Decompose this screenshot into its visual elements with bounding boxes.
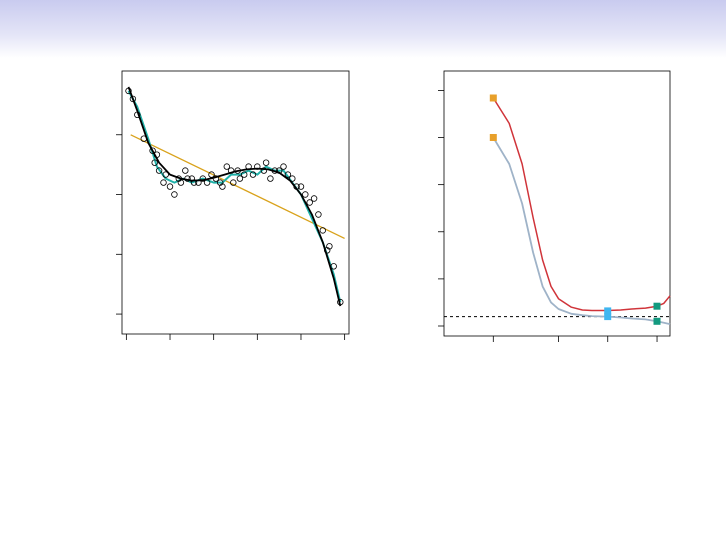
data-point	[153, 151, 161, 158]
data-point	[297, 183, 305, 190]
error-marker-orange	[489, 134, 497, 141]
data-point	[262, 159, 270, 166]
data-point	[310, 195, 318, 202]
error-marker-blue	[604, 307, 612, 315]
data-point	[177, 179, 185, 186]
data-point	[162, 171, 169, 178]
data-point	[280, 163, 287, 170]
data-point	[289, 175, 296, 182]
linear-fit-line	[130, 134, 345, 239]
data-point	[240, 171, 248, 178]
error-marker-orange	[489, 94, 497, 102]
data-point	[184, 175, 191, 182]
data-point	[254, 163, 261, 170]
data-point	[134, 111, 141, 118]
data-point	[151, 159, 158, 166]
data-point	[171, 191, 178, 198]
data-point	[326, 243, 333, 250]
data-point	[302, 191, 309, 198]
test-error-curve	[492, 97, 671, 312]
right-error-curve-plot	[438, 70, 671, 342]
data-point	[125, 87, 132, 95]
slide-header-band	[0, 0, 726, 58]
data-point	[236, 175, 244, 182]
data-point	[219, 183, 226, 190]
data-point	[315, 211, 322, 218]
data-point	[212, 175, 220, 182]
data-point	[195, 179, 202, 186]
data-point	[267, 175, 274, 182]
data-point	[245, 163, 252, 170]
data-point	[284, 171, 292, 178]
data-point	[230, 179, 237, 186]
data-point	[276, 167, 283, 174]
data-point	[182, 167, 189, 174]
data-point	[227, 167, 235, 174]
data-point	[129, 95, 137, 103]
data-point	[190, 179, 198, 186]
data-point	[271, 167, 278, 174]
true-function-line	[127, 86, 342, 307]
data-point	[337, 298, 344, 306]
data-point	[140, 135, 147, 142]
flexible-fit-line	[127, 90, 342, 303]
data-point	[260, 167, 268, 174]
training-error-curve	[492, 137, 671, 325]
data-point	[166, 183, 174, 190]
error-marker-green	[653, 302, 661, 310]
data-point	[175, 175, 182, 182]
data-point	[208, 171, 215, 178]
data-point	[149, 147, 156, 154]
right-plot-frame	[443, 70, 671, 337]
data-point	[199, 175, 206, 182]
data-point	[249, 171, 257, 178]
data-point	[293, 183, 300, 190]
data-point	[234, 167, 241, 174]
data-point	[330, 263, 337, 270]
data-point	[160, 179, 167, 186]
left-plot-frame	[121, 70, 350, 335]
data-point	[203, 179, 211, 186]
left-scatter-plot	[116, 70, 350, 340]
error-marker-blue	[604, 313, 612, 321]
data-point	[319, 227, 326, 234]
data-point	[155, 167, 163, 174]
error-marker-green	[653, 317, 661, 325]
data-point	[223, 163, 230, 170]
data-point	[306, 199, 313, 206]
